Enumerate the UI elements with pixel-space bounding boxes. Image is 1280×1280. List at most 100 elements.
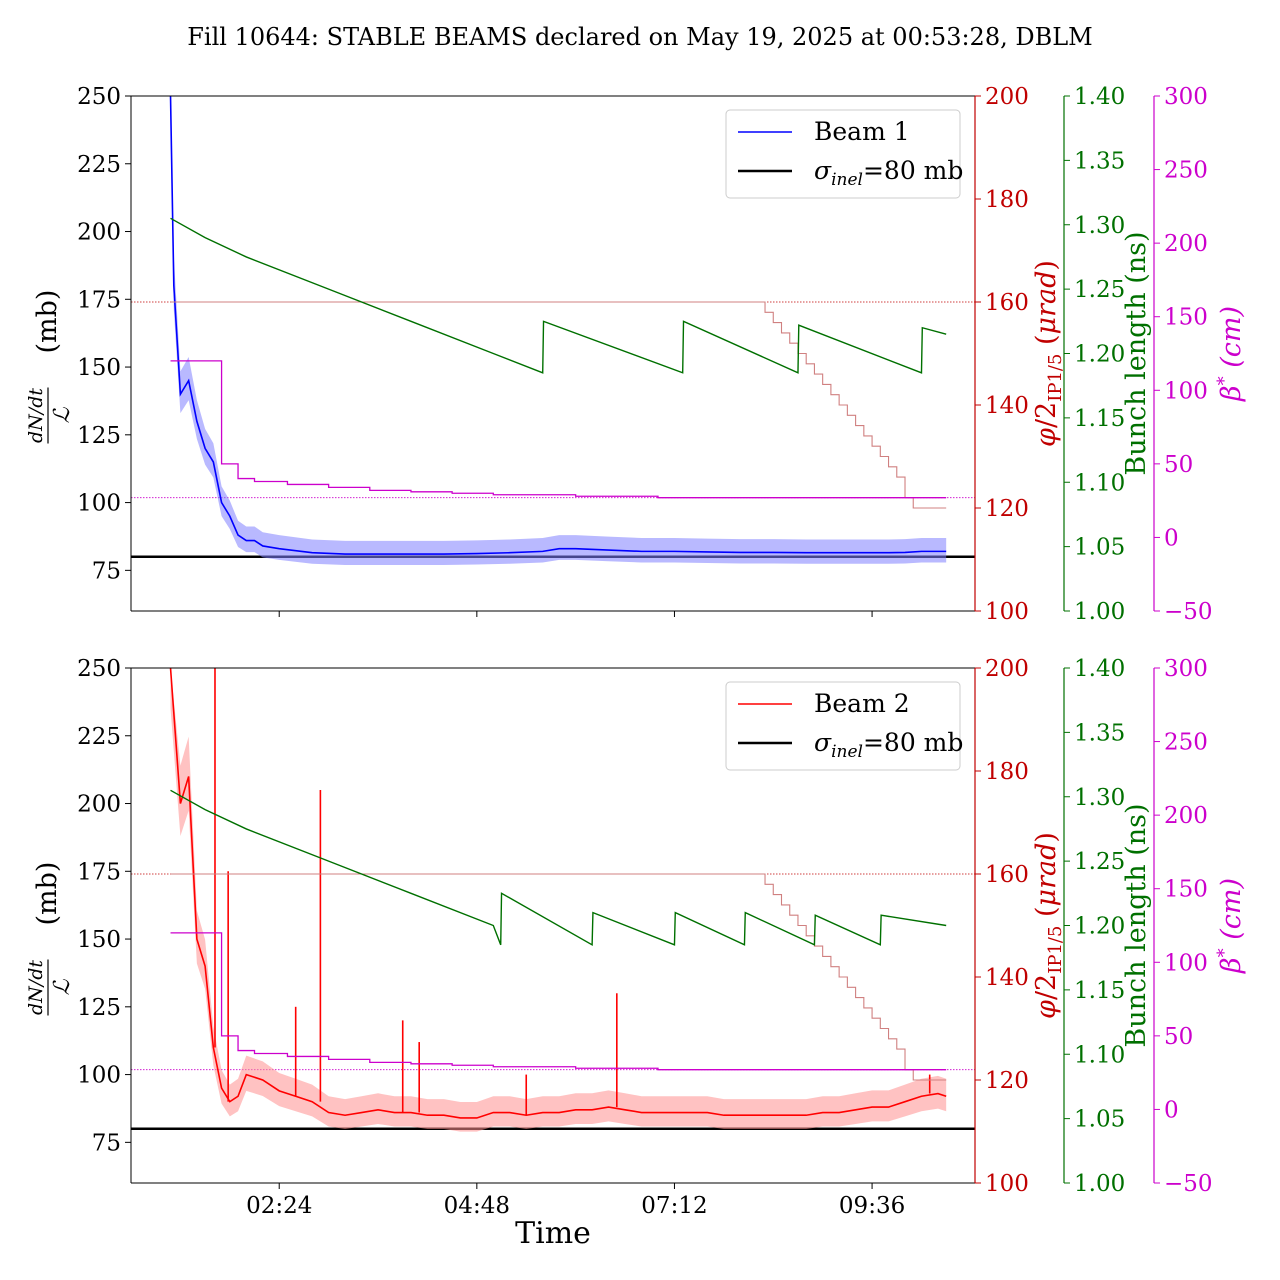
left-ytick-label: 200 — [77, 220, 121, 246]
legend: Beam 1 σinel=80 mb — [725, 109, 963, 199]
beta-star-ytick-label: 200 — [1164, 231, 1208, 257]
xtick-label: 04:48 — [444, 1193, 510, 1219]
left-ytick-label: 75 — [92, 558, 121, 584]
bunch-length-ytick-label: 1.10 — [1074, 1042, 1125, 1068]
plot-area — [131, 96, 975, 566]
x-axis-label: Time — [515, 1216, 591, 1251]
beta-star-line — [170, 360, 947, 499]
left-ytick-label: 250 — [77, 84, 121, 110]
bunch-length-axis-label: Bunch length (ns) — [1121, 231, 1152, 475]
beta-star-ytick-label: −50 — [1164, 1171, 1213, 1197]
crossing-angle-ytick-label: 160 — [985, 862, 1029, 888]
bunch-length-line — [170, 789, 947, 946]
beta-star-ytick-label: 100 — [1164, 378, 1208, 404]
bunch-length-line — [170, 217, 947, 374]
beta-star-ytick-label: 250 — [1164, 158, 1208, 184]
bunch-length-ytick-label: 1.00 — [1074, 599, 1125, 625]
bunch-length-ytick-label: 1.05 — [1074, 535, 1125, 561]
crossing-angle-ytick-label: 200 — [985, 84, 1029, 110]
bunch-length-ytick-label: 1.20 — [1074, 914, 1125, 940]
crossing-angle-axis-label-text: φ/2IP1/5 (μrad) — [1031, 260, 1066, 447]
crossing-angle-axis-label-text: φ/2IP1/5 (μrad) — [1031, 832, 1066, 1019]
left-ytick-label: 225 — [77, 724, 121, 750]
bunch-length-axis-label-text: Bunch length (ns) — [1121, 803, 1152, 1047]
left-axis-label-numerator: dN/dt — [25, 388, 47, 443]
beta-star-ytick-label: 150 — [1164, 877, 1208, 903]
left-ytick-label: 250 — [77, 656, 121, 682]
crossing-angle-ytick-label: 200 — [985, 656, 1029, 682]
bunch-length-ytick-label: 1.40 — [1074, 656, 1125, 682]
crossing-angle-ytick-label: 100 — [985, 599, 1029, 625]
left-axis-label-unit: (mb) — [32, 290, 63, 354]
bunch-length-ytick-label: 1.30 — [1074, 213, 1125, 239]
bunch-length-axis-label: Bunch length (ns) — [1121, 803, 1152, 1047]
beta-star-ytick-label: 300 — [1164, 656, 1208, 682]
crossing-angle-ytick-label: 180 — [985, 759, 1029, 785]
left-ytick-label: 125 — [77, 995, 121, 1021]
xtick-label: 02:24 — [246, 1193, 312, 1219]
beta-star-axis-label: β* (cm) — [1214, 878, 1247, 974]
crossing-angle-ytick-label: 120 — [985, 496, 1029, 522]
crossing-angle-ytick-label: 160 — [985, 290, 1029, 316]
left-axis-label-numerator: dN/dt — [25, 960, 47, 1015]
left-ytick-label: 100 — [77, 1063, 121, 1089]
legend-sigma-label: σinel=80 mb — [814, 156, 963, 190]
beta-star-ytick-label: 50 — [1164, 452, 1193, 478]
bunch-length-ytick-label: 1.05 — [1074, 1107, 1125, 1133]
left-ytick-label: 125 — [77, 423, 121, 449]
xtick-label: 07:12 — [641, 1193, 707, 1219]
bunch-length-ytick-label: 1.25 — [1074, 849, 1125, 875]
beam-series-line — [169, 668, 947, 1119]
bunch-length-ytick-label: 1.35 — [1074, 720, 1125, 746]
legend-beam-label: Beam 1 — [814, 117, 910, 146]
left-axis-label-denominator: ℒ — [50, 406, 75, 423]
bunch-length-ytick-label: 1.40 — [1074, 84, 1125, 110]
crossing-angle-ytick-label: 100 — [985, 1171, 1029, 1197]
beta-star-ytick-label: 300 — [1164, 84, 1208, 110]
legend-beam-label: Beam 2 — [814, 689, 910, 718]
left-ytick-label: 150 — [77, 355, 121, 381]
crossing-angle-ytick-label: 140 — [985, 393, 1029, 419]
bunch-length-ytick-label: 1.10 — [1074, 470, 1125, 496]
left-axis-label: dN/dt ℒ (mb) — [25, 862, 75, 1016]
beta-star-ytick-label: 0 — [1164, 1097, 1179, 1123]
left-ytick-label: 100 — [77, 491, 121, 517]
legend-sigma-label: σinel=80 mb — [814, 728, 963, 762]
beta-star-ytick-label: −50 — [1164, 599, 1213, 625]
panel-beam-2: 75 100 125 150 175 200 225 250 100 120 140 160 180 20… — [25, 656, 1247, 1251]
left-ytick-label: 150 — [77, 927, 121, 953]
left-ytick-label: 75 — [92, 1130, 121, 1156]
crossing-angle-line — [170, 873, 947, 1081]
left-ytick-label: 175 — [77, 287, 121, 313]
legend: Beam 2 σinel=80 mb — [725, 681, 963, 771]
crossing-angle-line — [170, 301, 947, 509]
crossing-angle-ytick-label: 140 — [985, 965, 1029, 991]
beta-star-ytick-label: 100 — [1164, 950, 1208, 976]
bunch-length-ytick-label: 1.35 — [1074, 148, 1125, 174]
beta-star-line — [170, 932, 947, 1071]
bunch-length-ytick-label: 1.15 — [1074, 406, 1125, 432]
chart-title: Fill 10644: STABLE BEAMS declared on May… — [187, 23, 1092, 51]
beta-star-ytick-label: 200 — [1164, 803, 1208, 829]
left-axis-label: dN/dt ℒ (mb) — [25, 290, 75, 444]
crossing-angle-ytick-label: 120 — [985, 1068, 1029, 1094]
plot-area — [131, 668, 975, 1132]
beam-uncertainty-band — [170, 668, 947, 1132]
beam-series-line — [169, 96, 947, 555]
beta-star-axis-label-text: β* (cm) — [1214, 878, 1247, 974]
left-axis-label-denominator: ℒ — [50, 978, 75, 995]
bunch-length-axis-label-text: Bunch length (ns) — [1121, 231, 1152, 475]
beta-star-axis-label-text: β* (cm) — [1214, 306, 1247, 402]
left-axis-label-unit: (mb) — [32, 862, 63, 926]
beta-star-ytick-label: 150 — [1164, 305, 1208, 331]
bunch-length-ytick-label: 1.00 — [1074, 1171, 1125, 1197]
bunch-length-ytick-label: 1.20 — [1074, 342, 1125, 368]
left-ytick-label: 200 — [77, 792, 121, 818]
left-ytick-label: 225 — [77, 152, 121, 178]
crossing-angle-ytick-label: 180 — [985, 187, 1029, 213]
bunch-length-ytick-label: 1.25 — [1074, 277, 1125, 303]
panel-beam-1: 75 100 125 150 175 200 225 250 100 120 140 160 180 20… — [25, 84, 1247, 625]
bunch-length-ytick-label: 1.30 — [1074, 785, 1125, 811]
beta-star-ytick-label: 50 — [1164, 1024, 1193, 1050]
crossing-angle-axis-label: φ/2IP1/5 (μrad) — [1031, 832, 1066, 1019]
